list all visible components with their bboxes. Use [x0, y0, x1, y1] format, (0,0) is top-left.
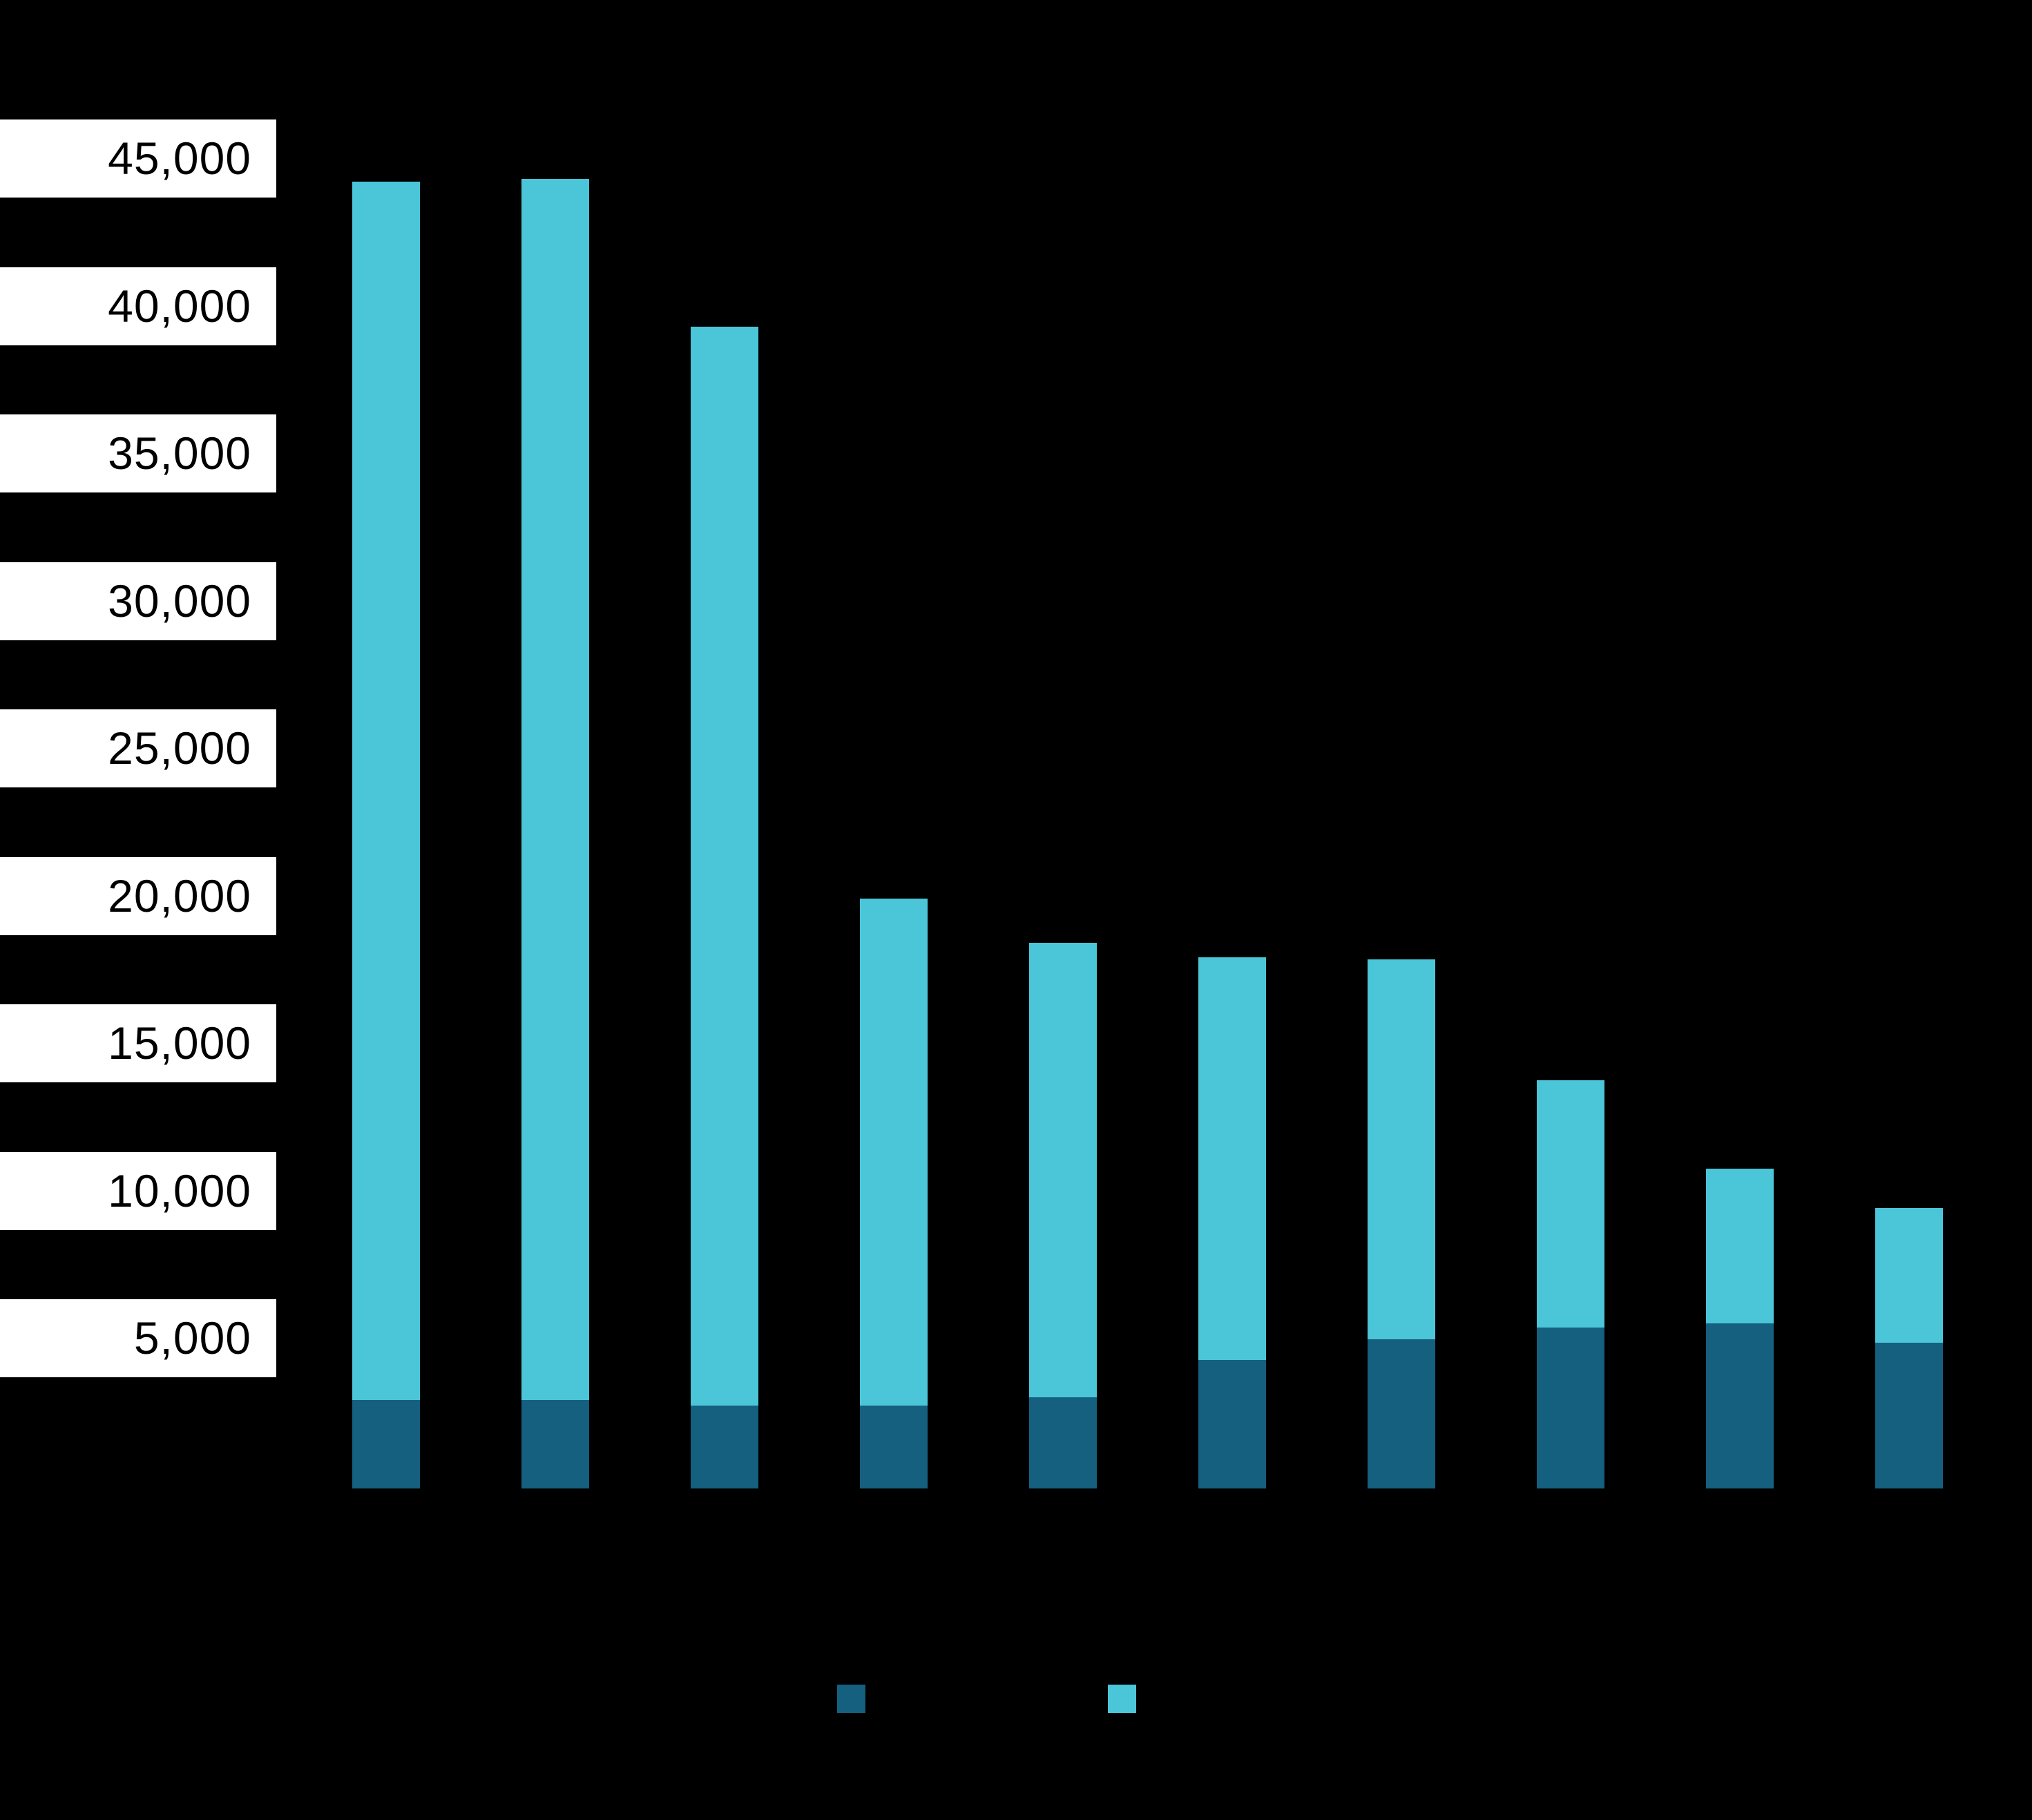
y-axis-tick-label: 10,000 — [0, 1151, 276, 1230]
y-axis-tick-label: 25,000 — [0, 709, 276, 787]
legend-swatch-series1 — [837, 1685, 865, 1713]
bar-segment-series1 — [1706, 1323, 1774, 1488]
bar-segment-series2 — [1537, 1080, 1604, 1328]
bar-segment-series1 — [1875, 1342, 1943, 1488]
bar-segment-series2 — [860, 899, 928, 1406]
y-axis-tick-label: 35,000 — [0, 414, 276, 492]
y-axis-tick-label: 30,000 — [0, 562, 276, 640]
bar-segment-series1 — [1029, 1397, 1097, 1488]
bar-segment-series1 — [1537, 1328, 1604, 1488]
bar-segment-series2 — [1198, 957, 1266, 1361]
legend-swatch-series2 — [1108, 1685, 1136, 1713]
bar-segment-series2 — [1875, 1208, 1943, 1343]
y-axis-tick-label: 20,000 — [0, 856, 276, 935]
bar-segment-series2 — [1029, 943, 1097, 1397]
y-axis-tick-label: 5,000 — [0, 1299, 276, 1377]
y-axis-tick-label: 40,000 — [0, 267, 276, 345]
bar-segment-series2 — [1368, 959, 1435, 1340]
y-axis-tick-label: 45,000 — [0, 119, 276, 198]
bar-segment-series1 — [352, 1399, 420, 1488]
y-axis-tick-label: 15,000 — [0, 1004, 276, 1082]
bar-segment-series1 — [1198, 1360, 1266, 1488]
bar-segment-series2 — [1706, 1168, 1774, 1323]
bar-segment-series2 — [691, 326, 758, 1406]
bar-segment-series2 — [352, 182, 420, 1400]
bar-segment-series2 — [521, 179, 589, 1400]
bar-segment-series1 — [521, 1399, 589, 1488]
bar-segment-series1 — [691, 1406, 758, 1488]
bar-segment-series1 — [1368, 1339, 1435, 1488]
bar-segment-series1 — [860, 1406, 928, 1488]
